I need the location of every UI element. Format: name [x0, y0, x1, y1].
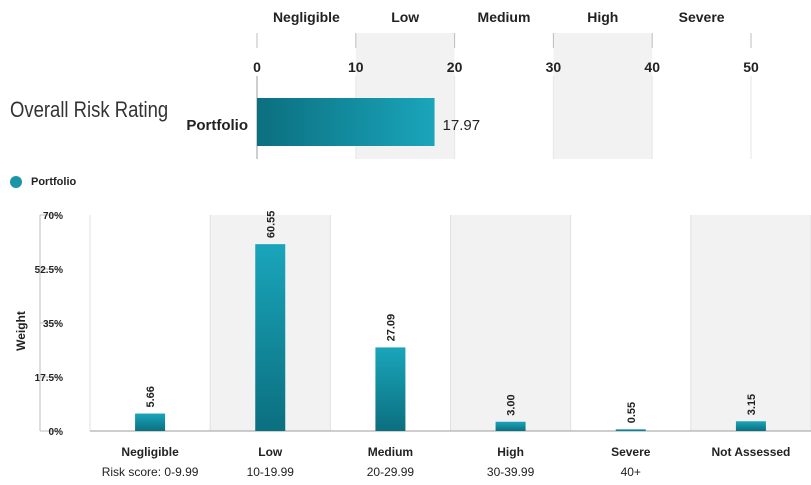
- category-band-shade: [450, 215, 571, 431]
- portfolio-value-label: 17.97: [443, 117, 481, 134]
- risk-band-shade: [553, 33, 653, 159]
- category-band-shade: [690, 215, 811, 431]
- risk-band-label: Low: [391, 9, 419, 25]
- risk-band-label: Negligible: [273, 9, 340, 25]
- weight-bar[interactable]: [495, 421, 526, 431]
- legend[interactable]: Portfolio: [10, 176, 76, 188]
- bar-value-label: 3.15: [746, 394, 758, 415]
- x-category-label: Not Assessed: [711, 445, 790, 459]
- y-tick-label: 0%: [49, 427, 64, 438]
- weight-distribution-chart: 0% 17.5% 35% 52.5% 70% Weight 5.66 Negligible R…: [14, 211, 811, 479]
- x-tick-label: 0: [253, 59, 261, 75]
- x-category-label: Low: [258, 445, 283, 459]
- portfolio-bar[interactable]: [257, 98, 435, 146]
- x-category-label: Medium: [368, 445, 413, 459]
- weight-bar[interactable]: [615, 429, 646, 431]
- weight-bar[interactable]: [375, 347, 406, 431]
- bar-value-label: 27.09: [385, 314, 397, 342]
- bar-value-label: 60.55: [265, 211, 277, 239]
- weight-bar[interactable]: [255, 244, 286, 431]
- risk-band-label: Medium: [478, 9, 531, 25]
- x-category-sublabel: 40+: [621, 465, 641, 479]
- legend-marker: [10, 176, 22, 188]
- y-tick-label: 35%: [43, 319, 63, 330]
- x-category-sublabel: 20-29.99: [367, 465, 415, 479]
- x-category-label: Severe: [611, 445, 651, 459]
- x-tick-label: 30: [546, 59, 562, 75]
- overall-risk-title: Overall Risk Rating: [10, 97, 169, 122]
- x-tick-label: 20: [447, 59, 463, 75]
- x-category-sublabel: 30-39.99: [487, 465, 535, 479]
- legend-label: Portfolio: [31, 176, 77, 188]
- x-category-sublabel: Risk score: 0-9.99: [102, 465, 199, 479]
- x-category-label: High: [497, 445, 524, 459]
- y-axis-title: Weight: [14, 311, 28, 351]
- weight-bar[interactable]: [735, 421, 766, 431]
- x-category-sublabel: 10-19.99: [247, 465, 295, 479]
- bar-value-label: 0.55: [626, 402, 638, 423]
- risk-band-label: Severe: [679, 9, 725, 25]
- x-category-label: Negligible: [121, 445, 179, 459]
- x-tick-label: 10: [348, 59, 364, 75]
- portfolio-bar-label: Portfolio: [186, 117, 248, 134]
- bar-value-label: 3.00: [506, 394, 518, 415]
- weight-bar[interactable]: [135, 413, 166, 431]
- bar-value-label: 5.66: [145, 386, 157, 407]
- x-tick-label: 40: [644, 59, 660, 75]
- risk-band-label: High: [587, 9, 618, 25]
- x-tick-label: 50: [743, 59, 759, 75]
- y-tick-label: 52.5%: [35, 265, 63, 276]
- y-tick-label: 70%: [43, 211, 63, 222]
- overall-risk-chart: 0 10 20 30 40 50 Negligible Low Medium High Sever…: [186, 9, 759, 159]
- y-tick-label: 17.5%: [35, 373, 63, 384]
